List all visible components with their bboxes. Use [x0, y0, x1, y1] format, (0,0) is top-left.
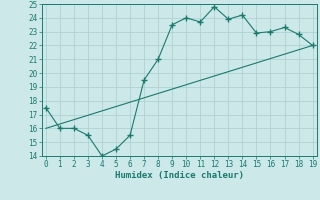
X-axis label: Humidex (Indice chaleur): Humidex (Indice chaleur)	[115, 171, 244, 180]
